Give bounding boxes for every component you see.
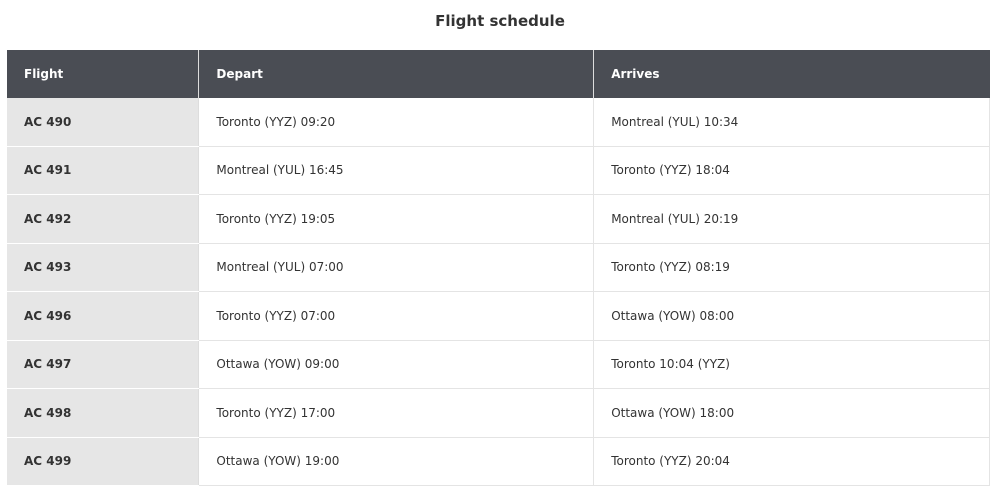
flight-schedule-table: Flight Depart Arrives AC 490 Toronto (YYZ… bbox=[7, 50, 990, 486]
table-row: AC 492 Toronto (YYZ) 19:05 Montreal (YUL) … bbox=[7, 194, 990, 244]
flight-cell: AC 496 bbox=[7, 291, 200, 341]
column-header-depart: Depart bbox=[198, 50, 595, 98]
arrives-cell: Ottawa (YOW) 18:00 bbox=[593, 388, 990, 438]
arrives-cell: Toronto (YYZ) 18:04 bbox=[593, 146, 990, 195]
flight-cell: AC 492 bbox=[7, 194, 200, 244]
arrives-cell: Toronto 10:04 (YYZ) bbox=[593, 340, 990, 389]
flight-cell: AC 497 bbox=[7, 340, 200, 389]
flight-cell: AC 490 bbox=[7, 98, 200, 147]
depart-cell: Ottawa (YOW) 19:00 bbox=[198, 437, 595, 486]
flight-cell: AC 498 bbox=[7, 388, 200, 438]
table-row: AC 490 Toronto (YYZ) 09:20 Montreal (YUL) … bbox=[7, 98, 990, 147]
table-row: AC 493 Montreal (YUL) 07:00 Toronto (YYZ) … bbox=[7, 243, 990, 292]
depart-cell: Toronto (YYZ) 09:20 bbox=[198, 98, 595, 147]
flight-cell: AC 491 bbox=[7, 146, 200, 195]
table-row: AC 499 Ottawa (YOW) 19:00 Toronto (YYZ) 20… bbox=[7, 437, 990, 486]
table-header-row: Flight Depart Arrives bbox=[7, 50, 990, 98]
table-row: AC 491 Montreal (YUL) 16:45 Toronto (YYZ) … bbox=[7, 146, 990, 195]
arrives-cell: Toronto (YYZ) 08:19 bbox=[593, 243, 990, 292]
table-row: AC 496 Toronto (YYZ) 07:00 Ottawa (YOW) 08… bbox=[7, 291, 990, 341]
arrives-cell: Montreal (YUL) 20:19 bbox=[593, 194, 990, 244]
flight-cell: AC 499 bbox=[7, 437, 200, 486]
depart-cell: Toronto (YYZ) 19:05 bbox=[198, 194, 595, 244]
depart-cell: Toronto (YYZ) 07:00 bbox=[198, 291, 595, 341]
column-header-flight: Flight bbox=[7, 50, 200, 98]
depart-cell: Montreal (YUL) 16:45 bbox=[198, 146, 595, 195]
table-row: AC 497 Ottawa (YOW) 09:00 Toronto 10:04 (Y… bbox=[7, 340, 990, 389]
depart-cell: Montreal (YUL) 07:00 bbox=[198, 243, 595, 292]
table-row: AC 498 Toronto (YYZ) 17:00 Ottawa (YOW) 18… bbox=[7, 388, 990, 438]
page-title: Flight schedule bbox=[435, 12, 565, 30]
arrives-cell: Montreal (YUL) 10:34 bbox=[593, 98, 990, 147]
arrives-cell: Ottawa (YOW) 08:00 bbox=[593, 291, 990, 341]
depart-cell: Ottawa (YOW) 09:00 bbox=[198, 340, 595, 389]
depart-cell: Toronto (YYZ) 17:00 bbox=[198, 388, 595, 438]
flight-cell: AC 493 bbox=[7, 243, 200, 292]
arrives-cell: Toronto (YYZ) 20:04 bbox=[593, 437, 990, 486]
column-header-arrives: Arrives bbox=[593, 50, 990, 98]
